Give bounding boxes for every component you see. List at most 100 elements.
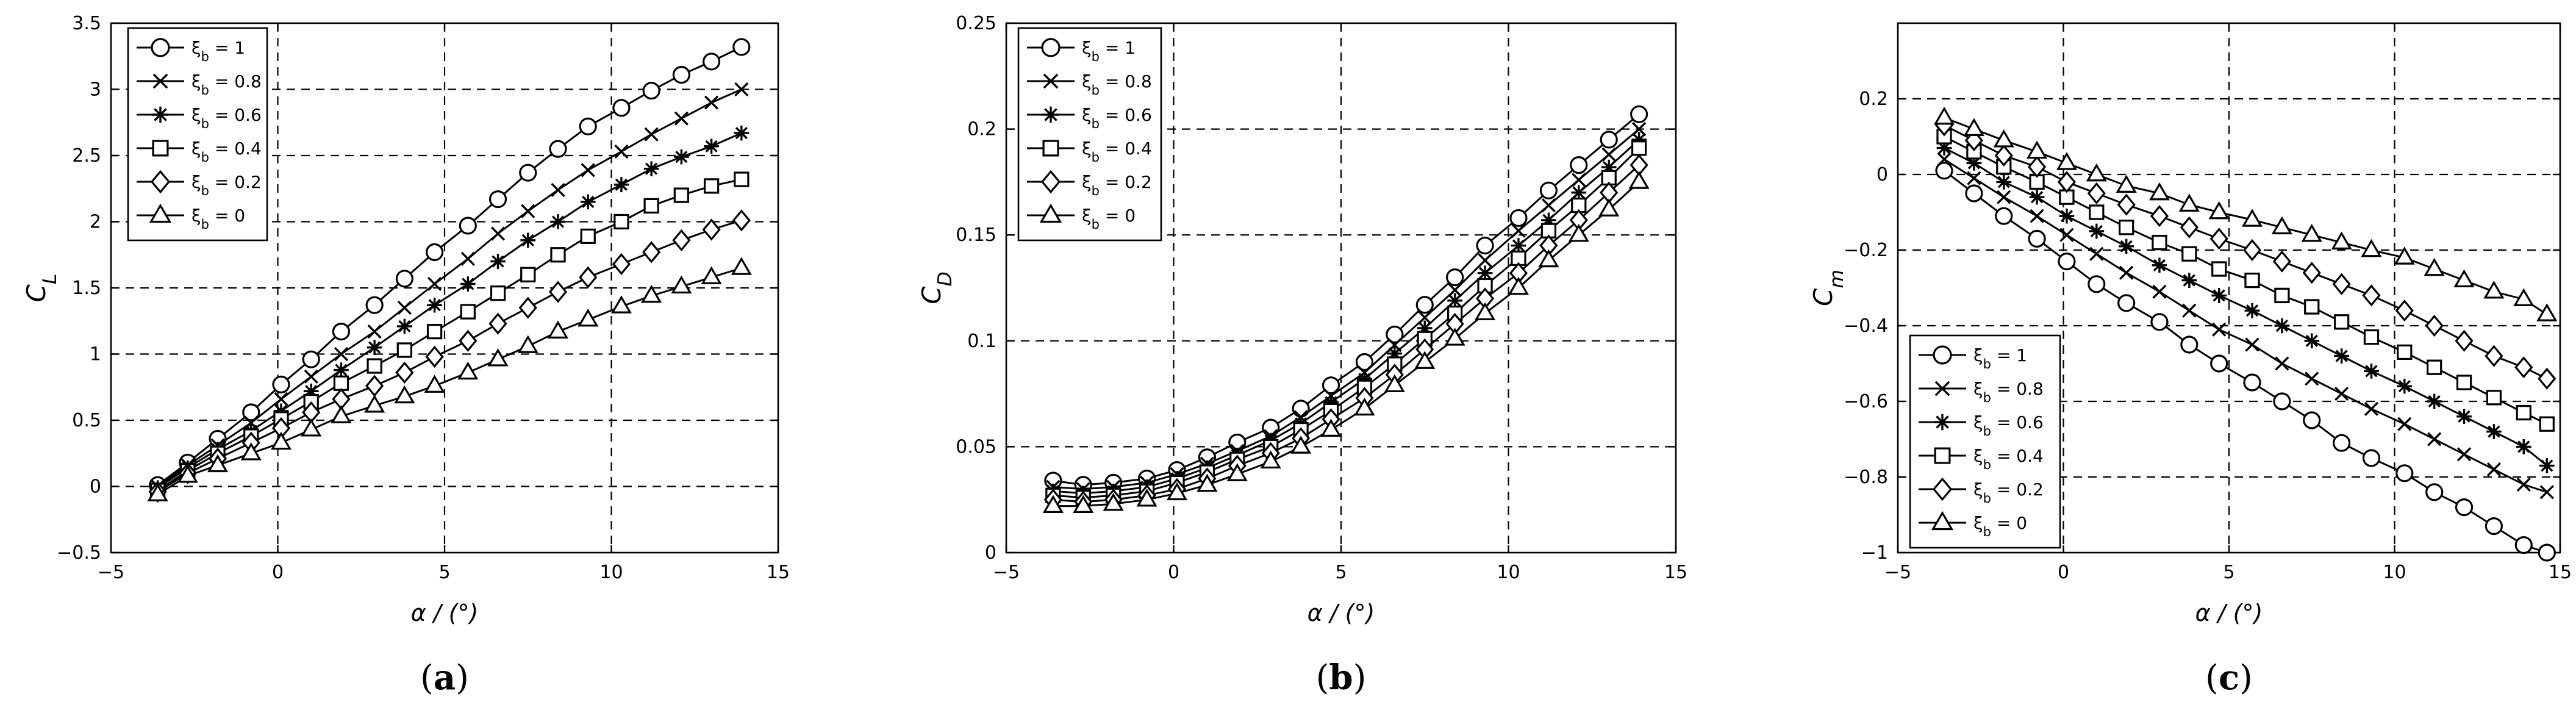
data-point-triangle bbox=[2483, 281, 2505, 299]
data-point-diamond bbox=[2272, 250, 2291, 273]
data-point-circle bbox=[488, 190, 507, 209]
data-point-diamond bbox=[2425, 314, 2444, 337]
legend-label: ξb = 0.6 bbox=[1082, 105, 1152, 131]
legend-marker-asterisk bbox=[152, 106, 169, 123]
data-point-diamond bbox=[702, 218, 721, 241]
y-tick-label: 2 bbox=[90, 212, 101, 233]
x-tick-label: −5 bbox=[98, 562, 124, 583]
data-point-square bbox=[333, 375, 349, 391]
x-tick-label: 15 bbox=[2549, 562, 2572, 583]
data-point-asterisk bbox=[1571, 185, 1587, 201]
data-point-asterisk bbox=[427, 297, 442, 313]
legend-label: ξb = 0.2 bbox=[1973, 479, 2044, 506]
data-point-triangle bbox=[2513, 288, 2535, 306]
data-point-circle bbox=[1386, 325, 1404, 343]
legend-label: ξb = 0 bbox=[1973, 513, 2027, 539]
data-point-triangle bbox=[2271, 216, 2292, 235]
data-point-circle bbox=[2058, 253, 2076, 271]
data-point-asterisk bbox=[1541, 212, 1556, 228]
data-point-triangle bbox=[1226, 463, 1248, 481]
legend-marker-triangle bbox=[1931, 511, 1954, 531]
data-point-cross bbox=[1601, 147, 1616, 162]
data-point-circle bbox=[2210, 354, 2228, 373]
data-point-asterisk bbox=[1966, 156, 1982, 171]
data-point-square bbox=[2427, 359, 2442, 375]
data-point-asterisk bbox=[1601, 159, 1617, 175]
data-point-cross bbox=[674, 111, 689, 126]
data-point-asterisk bbox=[2304, 333, 2320, 349]
data-point-cross bbox=[334, 346, 349, 362]
data-point-circle bbox=[2180, 335, 2199, 354]
legend-label: ξb = 0.8 bbox=[191, 71, 262, 98]
data-point-circle bbox=[1570, 156, 1588, 174]
data-point-diamond bbox=[2057, 171, 2077, 193]
data-point-cross bbox=[2152, 284, 2167, 299]
legend-marker-diamond bbox=[150, 170, 171, 194]
legend-marker-diamond bbox=[1932, 477, 1953, 501]
data-point-asterisk bbox=[334, 362, 349, 378]
data-point-triangle bbox=[641, 284, 662, 303]
legend-label: ξb = 0.4 bbox=[1082, 138, 1152, 165]
data-point-diamond bbox=[1994, 144, 2013, 167]
data-point-circle bbox=[1539, 181, 1558, 199]
data-point-square bbox=[396, 342, 413, 358]
data-point-cross bbox=[2516, 477, 2531, 492]
data-point-cross bbox=[2305, 371, 2319, 386]
data-point-cross bbox=[644, 127, 659, 142]
data-point-square bbox=[2333, 314, 2350, 330]
data-point-cross bbox=[2334, 386, 2349, 401]
data-point-asterisk bbox=[1447, 293, 1463, 309]
legend-marker-square bbox=[152, 140, 169, 157]
data-point-diamond bbox=[2332, 273, 2351, 295]
panel-label: (a) bbox=[420, 658, 469, 698]
data-point-square bbox=[367, 358, 382, 374]
data-point-triangle bbox=[487, 348, 509, 367]
series-2 bbox=[1937, 152, 2554, 500]
y-tick-label: −0.2 bbox=[1844, 240, 1888, 261]
data-point-circle bbox=[2514, 536, 2533, 554]
data-point-triangle bbox=[1354, 397, 1375, 416]
data-point-triangle bbox=[1197, 473, 1218, 492]
data-point-diamond bbox=[2180, 216, 2199, 238]
data-point-circle bbox=[549, 140, 567, 158]
x-tick-label: 10 bbox=[599, 562, 623, 583]
data-point-square bbox=[2211, 261, 2227, 277]
data-point-square bbox=[460, 304, 476, 320]
data-point-triangle bbox=[394, 385, 415, 404]
data-point-circle bbox=[579, 117, 597, 135]
data-point-asterisk bbox=[397, 318, 412, 334]
x-axis-label: α / (°) bbox=[411, 600, 479, 626]
data-point-square bbox=[734, 171, 750, 187]
series-6 bbox=[1042, 171, 1650, 513]
data-point-circle bbox=[2117, 294, 2136, 312]
data-point-triangle bbox=[207, 454, 229, 473]
data-point-asterisk bbox=[2364, 364, 2379, 379]
legend-label: ξb = 0.8 bbox=[1973, 379, 2044, 405]
legend-marker-circle bbox=[1041, 38, 1061, 57]
data-point-cross bbox=[427, 276, 442, 292]
data-point-diamond bbox=[2242, 238, 2262, 262]
data-point-cross bbox=[490, 226, 506, 241]
data-point-circle bbox=[1476, 236, 1494, 255]
data-point-diamond bbox=[2209, 228, 2228, 250]
x-tick-label: 10 bbox=[1497, 562, 1520, 583]
data-point-asterisk bbox=[2181, 273, 2197, 288]
data-point-triangle bbox=[147, 483, 168, 501]
x-tick-label: −5 bbox=[993, 562, 1020, 583]
data-point-square bbox=[2539, 416, 2555, 432]
data-point-cross bbox=[1541, 198, 1556, 213]
data-point-circle bbox=[2273, 392, 2291, 411]
y-tick-label: −0.6 bbox=[1844, 391, 1888, 412]
data-point-square bbox=[550, 247, 566, 263]
data-point-circle bbox=[2028, 229, 2046, 248]
legend-marker-asterisk bbox=[1042, 106, 1059, 123]
data-point-cross bbox=[1572, 173, 1586, 187]
legend-label: ξb = 0.6 bbox=[191, 105, 262, 131]
legend-label: ξb = 0.4 bbox=[1973, 446, 2044, 472]
legend-box bbox=[127, 27, 268, 242]
y-axis-label: CD bbox=[917, 271, 956, 304]
data-point-triangle bbox=[2361, 238, 2382, 257]
legend-marker-diamond bbox=[1040, 170, 1061, 194]
data-point-triangle bbox=[1166, 482, 1188, 501]
data-point-triangle bbox=[2536, 303, 2558, 321]
